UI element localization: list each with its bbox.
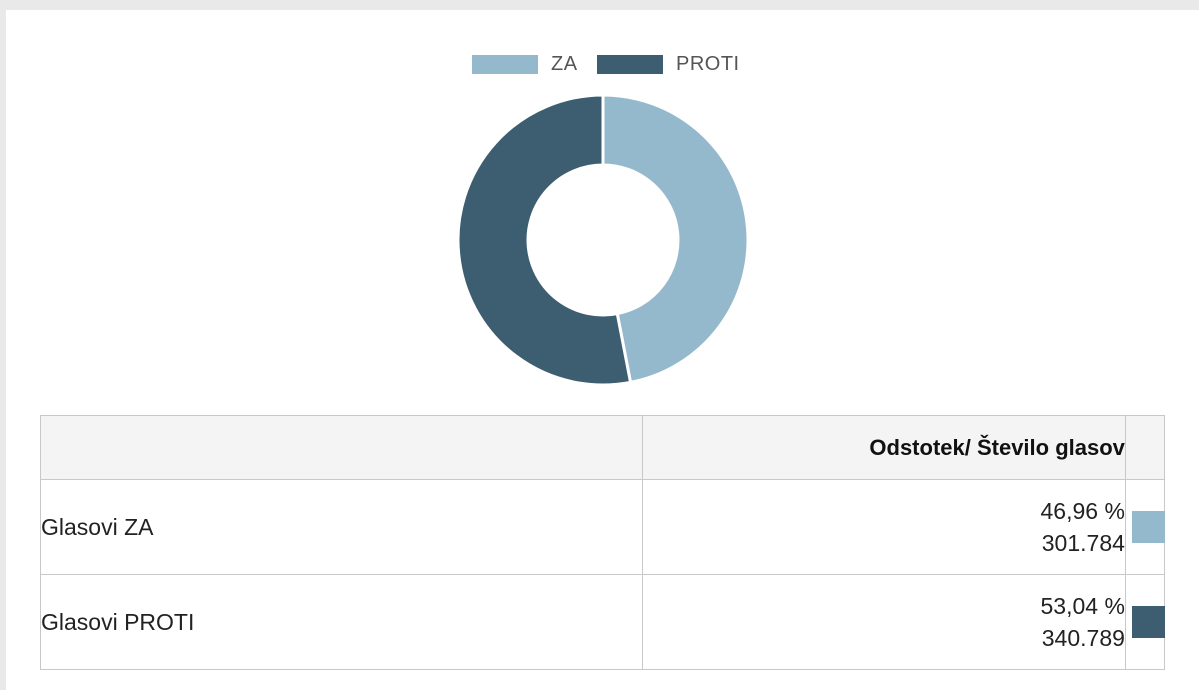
table-row: Glasovi ZA 46,96 % 301.784 xyxy=(39,479,1166,575)
donut-slice-za[interactable] xyxy=(601,93,750,385)
chart-legend: ZA PROTI xyxy=(0,44,1199,84)
donut-slice-proti[interactable] xyxy=(456,93,633,387)
row-count-za: 301.784 xyxy=(1041,530,1125,556)
legend-label-proti: PROTI xyxy=(676,52,740,75)
row-color-swatch-proti xyxy=(1131,606,1165,638)
legend-swatch-za xyxy=(472,54,538,74)
header-label-cell xyxy=(39,415,644,480)
results-table: Odstotek/ Število glasov Glasovi ZA 46,9… xyxy=(39,415,1166,670)
row-label-proti: Glasovi PROTI xyxy=(39,574,644,670)
table-row: Glasovi PROTI 53,04 % 340.789 xyxy=(39,574,1166,670)
row-swatch-cell-proti xyxy=(1124,574,1166,670)
row-count-proti: 340.789 xyxy=(1041,625,1125,651)
legend-item-proti[interactable]: PROTI xyxy=(597,44,740,84)
row-value-proti: 53,04 % 340.789 xyxy=(642,574,1126,670)
row-percent-za: 46,96 % xyxy=(1040,498,1125,524)
header-swatch-cell xyxy=(1124,415,1166,480)
row-percent-proti: 53,04 % xyxy=(1040,593,1125,619)
row-swatch-cell-za xyxy=(1124,479,1166,575)
row-label-za: Glasovi ZA xyxy=(39,479,644,575)
donut-chart xyxy=(456,93,750,387)
row-color-swatch-za xyxy=(1131,511,1165,543)
legend-swatch-proti xyxy=(597,54,663,74)
legend-label-za: ZA xyxy=(551,52,578,75)
row-value-za: 46,96 % 301.784 xyxy=(642,479,1126,575)
table-header-row: Odstotek/ Število glasov xyxy=(39,415,1166,480)
header-value-cell: Odstotek/ Število glasov xyxy=(642,415,1126,480)
legend-item-za[interactable]: ZA xyxy=(472,44,578,84)
